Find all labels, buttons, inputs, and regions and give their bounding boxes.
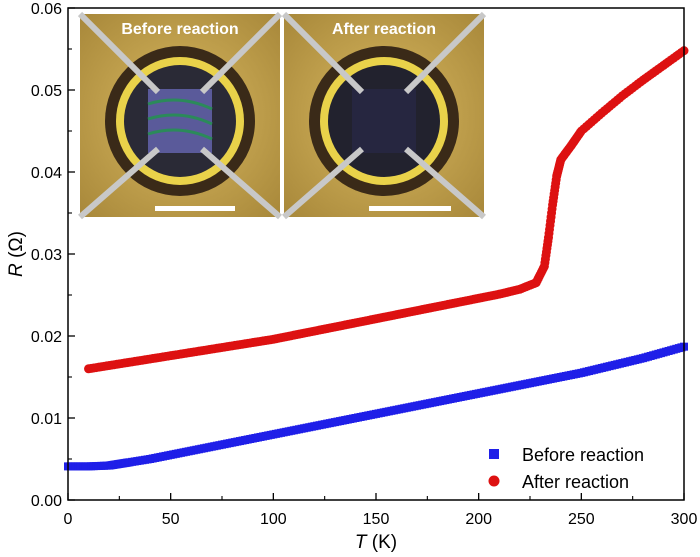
scale-bar <box>369 206 451 211</box>
y-tick-label: 0.06 <box>31 1 62 18</box>
interference-fringes <box>147 98 213 141</box>
y-tick-label: 0.04 <box>31 165 62 182</box>
y-tick-label: 0.01 <box>31 411 62 428</box>
x-tick-label: 100 <box>260 511 287 528</box>
series-before <box>64 342 688 471</box>
inset-photo-after: After reaction <box>281 11 487 220</box>
probe-wire <box>403 11 487 95</box>
series-layer <box>64 46 689 471</box>
x-axis-title: T (K) <box>355 532 397 553</box>
probe-wire <box>77 11 161 95</box>
legend-label-before: Before reaction <box>522 445 644 465</box>
axes-layer: 0 50 100 150 200 250 300 0.00 0.01 0.02 0.03 0.04 0.… <box>31 1 698 528</box>
inset-photo-before: Before reaction <box>77 11 283 220</box>
legend: Before reaction After reaction <box>488 445 644 492</box>
probe-wire <box>199 11 283 95</box>
series-after <box>84 46 689 374</box>
legend-label-after: After reaction <box>522 472 629 492</box>
y-tick-label: 0.00 <box>31 493 62 510</box>
legend-marker-after <box>488 475 500 487</box>
y-tick-label: 0.03 <box>31 247 62 264</box>
probe-wire <box>78 146 160 220</box>
x-tick-label: 0 <box>64 511 73 528</box>
y-tick-label: 0.05 <box>31 83 62 100</box>
inset-title-after: After reaction <box>332 21 436 38</box>
x-tick-label: 300 <box>671 511 698 528</box>
probe-wire <box>282 146 364 220</box>
probe-wire <box>404 146 486 220</box>
x-tick-label: 150 <box>363 511 390 528</box>
probe-wire <box>200 146 282 220</box>
y-tick-label: 0.02 <box>31 329 62 346</box>
sample-flake <box>352 89 416 153</box>
x-tick-label: 50 <box>162 511 180 528</box>
inset-title-before: Before reaction <box>121 21 238 38</box>
x-tick-label: 200 <box>465 511 492 528</box>
probe-wire <box>281 11 365 95</box>
scale-bar <box>155 206 235 211</box>
y-axis-title: R (Ω) <box>6 231 27 277</box>
legend-marker-before <box>489 449 499 459</box>
x-tick-label: 250 <box>568 511 595 528</box>
